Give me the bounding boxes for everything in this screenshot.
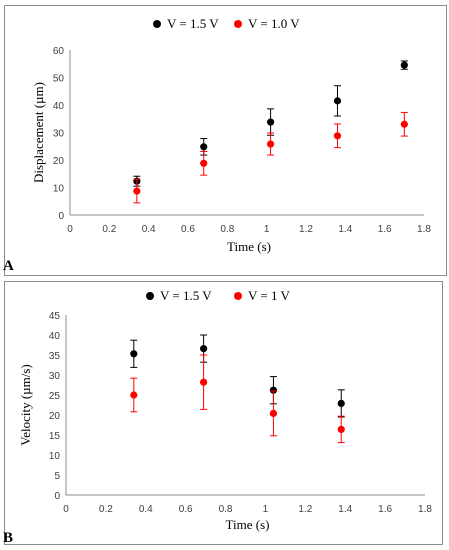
x-tick-label: 1.4	[338, 504, 352, 515]
x-tick-label: 0.6	[179, 504, 193, 515]
legend-label: V = 1.5 V	[160, 288, 212, 303]
x-tick-label: 1	[263, 504, 269, 515]
data-point	[400, 61, 408, 69]
legend-label: V = 1 V	[248, 288, 291, 303]
data-point	[130, 350, 138, 358]
data-point	[333, 132, 342, 140]
x-tick-label: 0.2	[102, 224, 116, 235]
y-tick-label: 0	[54, 491, 60, 502]
x-tick-label: 1.2	[299, 224, 313, 235]
x-tick-label: 1.4	[338, 224, 352, 235]
x-tick-label: 1.8	[418, 504, 432, 515]
y-tick-label: 5	[54, 471, 60, 482]
velocity-chart: 0 0.2 0.4 0.6 0.8 1 1.2 1.4 1.6 1.8 0 5 10 15 20 25 30 35…	[18, 288, 432, 532]
data-point	[267, 118, 275, 126]
x-tick-label: 0.2	[99, 504, 113, 515]
legend-marker	[153, 20, 161, 28]
data-point	[337, 425, 345, 433]
y-tick-label: 0	[58, 211, 64, 222]
x-tick-label: 0	[67, 224, 73, 235]
y-tick-label: 35	[49, 351, 61, 362]
panel-b: 0 0.2 0.4 0.6 0.8 1 1.2 1.4 1.6 1.8 0 5 10 15 20 25 30 35…	[0, 278, 449, 550]
legend-label: V = 1.5 V	[167, 16, 219, 31]
data-point	[267, 140, 275, 148]
y-tick-label: 10	[53, 184, 65, 195]
y-tick-label: 40	[53, 101, 65, 112]
panel-a: 0 0.2 0.4 0.6 0.8 1 1.2 1.4 1.6 1.8 0 10 20 30 40 50 60 T…	[3, 5, 447, 276]
y-tick-label: 45	[49, 311, 61, 322]
data-point	[200, 345, 208, 353]
y-tick-label: 25	[49, 391, 61, 402]
data-point	[337, 399, 345, 407]
x-tick-label: 0	[63, 504, 69, 515]
data-point	[200, 143, 208, 151]
legend-marker	[234, 292, 242, 300]
displacement-chart: 0 0.2 0.4 0.6 0.8 1 1.2 1.4 1.6 1.8 0 10 20 30 40 50 60 T…	[31, 16, 431, 254]
x-tick-label: 1.2	[298, 504, 312, 515]
y-axis-title: Velocity (µm/s)	[18, 364, 33, 446]
x-tick-label: 1	[264, 224, 270, 235]
x-tick-label: 1.8	[417, 224, 431, 235]
legend-label: V = 1.0 V	[248, 16, 300, 31]
data-point	[200, 159, 208, 167]
data-point	[269, 409, 278, 417]
y-tick-label: 10	[49, 451, 61, 462]
data-point	[333, 97, 342, 105]
y-tick-label: 20	[49, 411, 61, 422]
y-tick-label: 50	[53, 74, 65, 85]
legend-marker	[146, 292, 154, 300]
chart-frame-b	[4, 281, 443, 545]
y-tick-label: 30	[49, 371, 61, 382]
y-tick-label: 20	[53, 156, 65, 167]
data-point	[200, 378, 208, 386]
legend-marker	[234, 20, 242, 28]
y-tick-label: 60	[53, 46, 65, 57]
x-tick-label: 0.8	[219, 504, 233, 515]
chart-frame-a	[4, 5, 447, 276]
data-point	[130, 391, 138, 399]
y-axis-title: Displacement (µm)	[31, 82, 46, 183]
x-tick-label: 1.6	[378, 224, 392, 235]
x-tick-label: 0.6	[181, 224, 195, 235]
data-point	[400, 120, 408, 128]
data-point	[269, 386, 278, 394]
data-point	[133, 187, 141, 195]
x-axis-title: Time (s)	[226, 517, 270, 532]
y-tick-label: 30	[53, 129, 65, 140]
panel-label-a: A	[3, 258, 14, 274]
panel-label-b: B	[3, 530, 14, 546]
x-tick-label: 0.4	[142, 224, 156, 235]
y-tick-label: 40	[49, 331, 61, 342]
x-axis-title: Time (s)	[227, 239, 271, 254]
x-tick-label: 0.8	[220, 224, 234, 235]
x-tick-label: 0.4	[139, 504, 153, 515]
y-tick-label: 15	[49, 431, 61, 442]
x-tick-label: 1.6	[378, 504, 392, 515]
